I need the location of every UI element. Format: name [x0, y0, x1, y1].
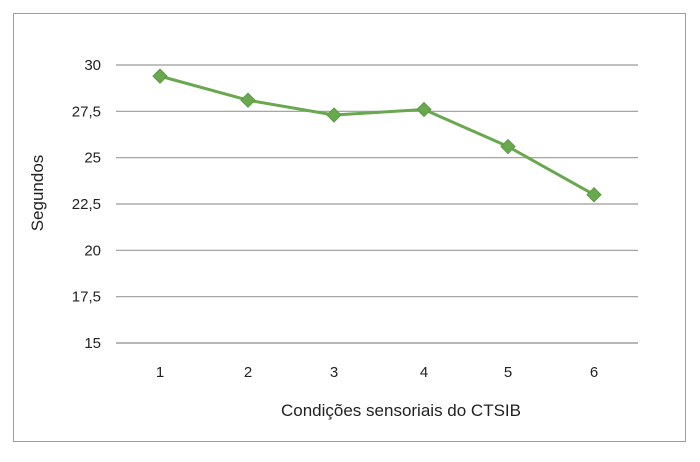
data-point-marker — [500, 138, 516, 155]
y-tick-label: 17,5 — [72, 289, 101, 306]
x-tick-labels: 1 2 3 4 5 6 — [156, 364, 598, 381]
gridlines — [116, 64, 638, 344]
x-tick-label: 4 — [420, 364, 428, 381]
y-tick-label: 27,5 — [72, 103, 101, 120]
x-tick-label: 3 — [330, 364, 338, 381]
data-point-marker — [416, 101, 432, 118]
data-point-marker — [152, 68, 168, 84]
data-point-marker — [586, 187, 602, 203]
x-tick-label: 1 — [156, 364, 164, 381]
data-point-marker — [326, 107, 342, 123]
x-tick-label: 2 — [244, 364, 252, 381]
y-axis-title: Segundos — [28, 155, 47, 232]
y-tick-label: 15 — [84, 335, 101, 352]
series-line — [159, 74, 595, 197]
y-tick-labels: 15 17,5 20 22,5 25 27,5 30 — [72, 57, 101, 352]
x-axis-title: Condições sensoriais do CTSIB — [281, 401, 521, 420]
series-line-path — [159, 74, 595, 197]
data-point-marker — [240, 92, 256, 108]
y-tick-label: 30 — [84, 57, 101, 74]
x-tick-label: 5 — [504, 364, 512, 381]
x-tick-label: 6 — [590, 364, 598, 381]
y-tick-label: 25 — [84, 150, 101, 167]
series-markers — [152, 68, 602, 203]
y-tick-label: 20 — [84, 242, 101, 259]
y-tick-label: 22,5 — [72, 196, 101, 213]
chart-frame — [13, 13, 686, 442]
